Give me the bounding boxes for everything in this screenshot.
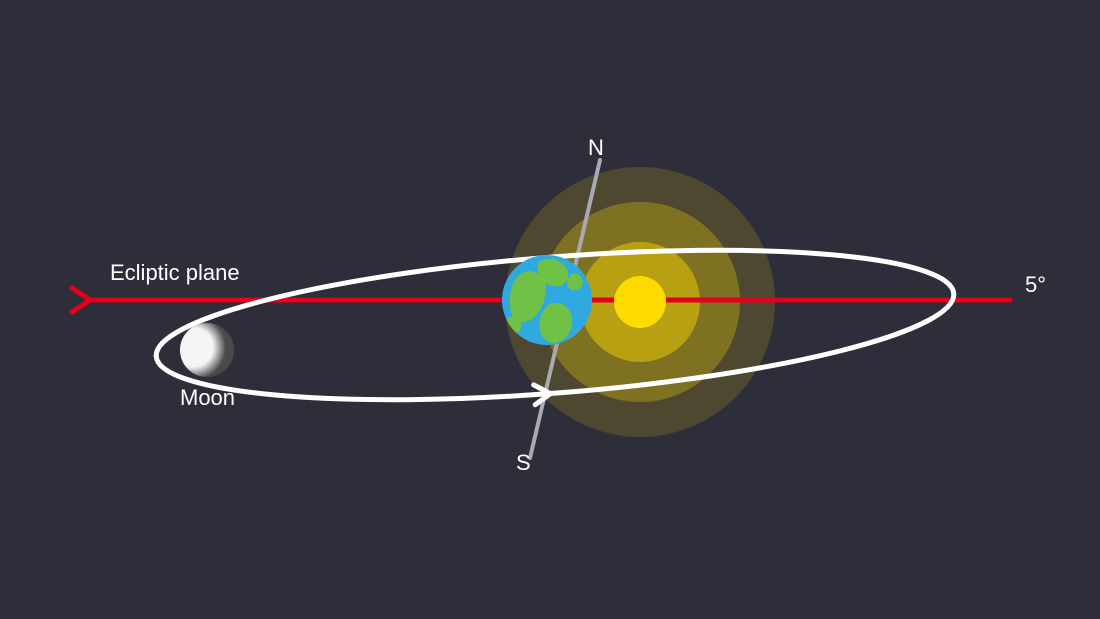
label-north: N [588, 135, 604, 160]
label-moon: Moon [180, 385, 235, 410]
moon [180, 323, 234, 377]
label-angle: 5° [1025, 272, 1046, 297]
label-south: S [516, 450, 531, 475]
label-ecliptic-plane: Ecliptic plane [110, 260, 240, 285]
sun-core [614, 276, 666, 328]
ecliptic-diagram: Ecliptic plane Moon N S 5° [0, 0, 1100, 619]
